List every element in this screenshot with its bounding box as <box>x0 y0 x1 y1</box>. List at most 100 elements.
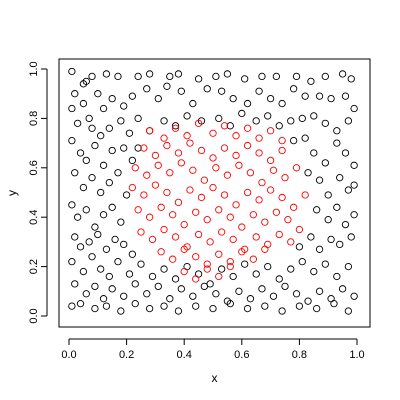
data-point <box>134 114 142 123</box>
data-points <box>68 67 358 315</box>
data-point <box>243 304 252 313</box>
data-point <box>341 220 350 229</box>
data-point <box>154 161 162 169</box>
data-point <box>209 304 217 313</box>
data-point <box>82 290 90 298</box>
data-point <box>85 114 93 123</box>
data-point <box>148 235 157 244</box>
data-point <box>128 156 137 165</box>
data-point <box>68 67 76 76</box>
data-point <box>114 72 122 81</box>
data-point <box>338 70 347 78</box>
data-point <box>243 124 252 132</box>
data-point <box>266 94 275 103</box>
data-point <box>82 77 90 86</box>
data-point <box>307 233 315 241</box>
data-point <box>91 141 99 150</box>
data-point <box>249 211 257 219</box>
data-point <box>232 132 240 140</box>
data-point <box>151 181 160 189</box>
data-point <box>157 248 165 256</box>
series-0 <box>68 67 358 315</box>
data-point <box>313 304 321 313</box>
data-point <box>217 228 226 236</box>
data-point <box>220 191 229 199</box>
data-point <box>120 240 128 249</box>
data-point <box>82 206 90 214</box>
data-point <box>137 260 145 268</box>
data-point <box>287 117 295 125</box>
data-point <box>261 245 269 253</box>
x-axis-title: x <box>212 371 218 385</box>
data-point <box>278 146 286 155</box>
data-point <box>122 191 131 199</box>
data-point <box>157 203 165 211</box>
data-point <box>102 245 111 253</box>
data-point <box>102 302 111 310</box>
data-point <box>91 304 99 313</box>
data-point <box>183 132 191 140</box>
data-point <box>269 166 278 174</box>
data-point <box>114 258 122 266</box>
data-point <box>278 136 286 145</box>
data-point <box>223 70 232 78</box>
data-point <box>197 193 206 202</box>
data-point <box>71 169 79 177</box>
data-point <box>272 72 281 81</box>
data-point <box>292 164 301 172</box>
data-point <box>171 122 180 130</box>
data-point <box>310 267 318 276</box>
data-point <box>160 265 168 273</box>
data-point <box>269 292 278 300</box>
data-point <box>143 171 151 179</box>
data-point <box>192 208 200 216</box>
data-point <box>295 302 304 310</box>
data-point <box>120 144 128 152</box>
data-point <box>350 211 358 219</box>
data-point <box>91 223 99 231</box>
data-point <box>266 156 275 165</box>
data-point <box>215 272 223 281</box>
data-point <box>292 290 301 298</box>
data-point <box>137 228 145 236</box>
data-point <box>200 176 209 184</box>
data-point <box>215 206 223 214</box>
data-point <box>97 265 105 273</box>
data-point <box>301 191 309 199</box>
data-point <box>186 186 194 194</box>
data-point <box>258 72 266 81</box>
data-point <box>235 161 243 169</box>
data-point <box>76 243 85 251</box>
y-tick-label: 0.6 <box>28 160 40 175</box>
data-point <box>117 117 125 125</box>
data-point <box>203 216 211 224</box>
data-point <box>255 134 263 142</box>
data-point <box>140 144 148 152</box>
data-point <box>206 238 214 246</box>
data-point <box>200 282 209 291</box>
data-point <box>266 127 275 135</box>
data-point <box>160 134 168 142</box>
data-point <box>243 141 252 150</box>
data-point <box>180 245 188 253</box>
data-point <box>189 166 197 174</box>
data-point <box>145 304 154 313</box>
data-point <box>97 132 105 140</box>
data-point <box>163 141 171 150</box>
data-point <box>163 82 171 90</box>
data-point <box>275 275 283 283</box>
data-point <box>212 72 220 81</box>
data-point <box>313 206 321 214</box>
data-point <box>117 218 125 226</box>
data-point <box>243 99 252 108</box>
data-point <box>105 178 113 187</box>
data-point <box>255 149 263 157</box>
data-point <box>281 174 289 182</box>
data-point <box>304 169 312 177</box>
data-point <box>226 299 234 308</box>
data-point <box>220 144 229 152</box>
data-point <box>252 270 260 278</box>
data-point <box>229 272 237 281</box>
data-point <box>163 188 171 197</box>
